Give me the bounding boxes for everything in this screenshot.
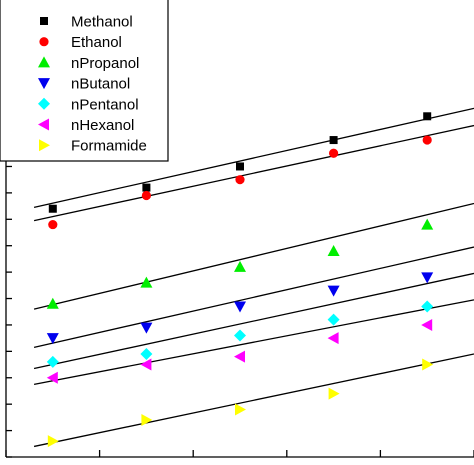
data-point-formamide (141, 414, 153, 427)
legend-label-methanol: Methanol (71, 14, 133, 31)
legend-marker-npentanol (38, 97, 50, 110)
series-nbutanol (46, 272, 434, 345)
legend-label-npropanol: nPropanol (71, 55, 139, 72)
data-point-npropanol (140, 276, 153, 288)
data-point-nhexanol (46, 371, 58, 384)
data-point-formamide (47, 435, 59, 448)
data-points (46, 112, 434, 448)
legend-marker-npropanol (38, 56, 50, 68)
data-point-ethanol (141, 190, 151, 201)
legend-marker-formamide (39, 139, 50, 152)
data-point-npropanol (46, 297, 59, 309)
data-point-npentanol (140, 347, 153, 360)
series-formamide (47, 358, 434, 448)
data-point-nbutanol (46, 333, 59, 345)
fit-lines (33, 107, 474, 448)
data-point-methanol (236, 162, 244, 171)
data-point-npropanol (234, 260, 246, 272)
data-point-nbutanol (140, 322, 153, 334)
data-point-ethanol (235, 175, 245, 185)
data-point-ethanol (329, 148, 339, 158)
data-point-ethanol (48, 219, 58, 230)
series-methanol (48, 112, 432, 213)
legend-marker-nbutanol (38, 78, 50, 90)
series-npropanol (46, 218, 434, 309)
data-point-npropanol (421, 218, 434, 230)
legend-marker-nhexanol (38, 118, 49, 131)
data-point-nhexanol (327, 332, 339, 345)
data-point-formamide (422, 358, 434, 371)
legend-label-nhexanol: nHexanol (71, 117, 134, 134)
data-point-methanol (423, 112, 432, 121)
data-point-formamide (235, 403, 246, 416)
data-point-nbutanol (421, 272, 434, 284)
data-point-nhexanol (140, 358, 152, 371)
legend-label-nbutanol: nButanol (71, 76, 130, 93)
data-point-npentanol (421, 300, 434, 313)
series-nhexanol (46, 318, 433, 384)
data-point-methanol (142, 183, 151, 192)
data-point-formamide (328, 387, 340, 400)
fit-line (33, 272, 474, 370)
fit-line (33, 299, 474, 386)
legend: Methanol Ethanol nPropanol nButanol nPentano… (0, 0, 169, 162)
legend-label-ethanol: Ethanol (71, 34, 122, 51)
legend-marker-ethanol (39, 37, 49, 47)
data-point-nhexanol (421, 318, 433, 331)
fit-line (33, 353, 474, 448)
fit-line (33, 107, 474, 209)
legend-marker-methanol (40, 17, 48, 25)
legend-label-formamide: Formamide (71, 138, 147, 155)
data-point-npentanol (46, 355, 59, 368)
data-point-npentanol (327, 313, 340, 326)
data-point-nhexanol (234, 350, 245, 363)
legend-box (0, 0, 169, 162)
fit-line (33, 246, 474, 349)
legend-label-npentanol: nPentanol (71, 96, 139, 113)
data-point-methanol (48, 204, 57, 213)
fit-line (33, 124, 474, 222)
series-ethanol (48, 135, 432, 230)
fit-line (33, 202, 474, 310)
data-point-npropanol (327, 244, 340, 256)
data-point-ethanol (422, 135, 432, 145)
data-point-nbutanol (234, 301, 246, 313)
data-point-npentanol (234, 329, 246, 342)
series-npentanol (46, 300, 434, 368)
data-point-nbutanol (327, 285, 340, 297)
data-point-methanol (329, 136, 338, 145)
